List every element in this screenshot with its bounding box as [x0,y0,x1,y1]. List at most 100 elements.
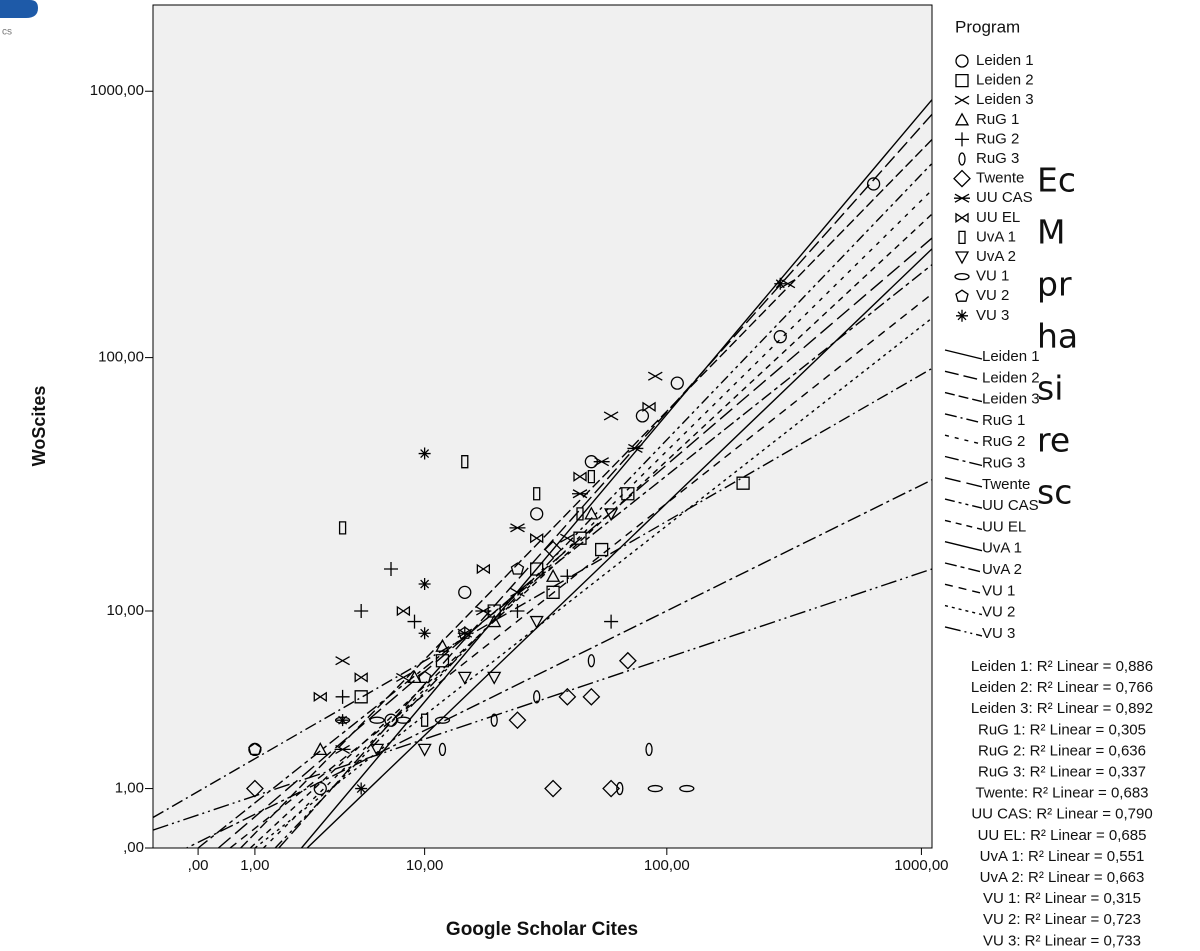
point [573,471,587,482]
point [476,563,491,575]
point [582,687,601,706]
legend-label: Leiden 2 [976,72,1034,89]
point [595,542,609,557]
point [487,614,502,628]
legend-line [944,413,983,424]
point [336,714,349,727]
legend-marker [955,289,969,302]
slide-text: pr [1037,265,1072,304]
legend-label: UvA 2 [976,248,1016,265]
fit-line [306,248,932,848]
legend-line [944,541,983,552]
r2-label: RuG 1: R² Linear = 0,305 [978,721,1146,738]
point [407,670,422,684]
x-tick-label: 1,00 [240,857,269,874]
point [335,656,350,666]
slide-text: Ec [1037,161,1076,200]
legend-label: UU EL [982,518,1026,535]
point [618,651,637,670]
r2-label: UU EL: R² Linear = 0,685 [978,827,1147,844]
point [420,713,429,727]
point [396,672,411,682]
point [647,784,663,793]
legend-label: RuG 3 [976,150,1019,167]
point [616,781,624,796]
legend-label: RuG 2 [976,130,1019,147]
point [679,784,695,793]
r2-label: Twente: R² Linear = 0,683 [975,785,1148,802]
legend-marker [955,132,969,147]
point [509,523,526,533]
legend-label: UvA 1 [982,540,1022,557]
point [530,532,544,544]
point [604,614,619,629]
point [545,568,561,582]
legend-line [944,477,983,488]
point [508,711,527,730]
legend-line [944,583,983,594]
point [457,671,472,685]
point [603,411,619,421]
point [635,409,650,423]
r2-label: Leiden 3: R² Linear = 0,892 [971,700,1153,717]
legend-label: UU EL [976,209,1020,226]
point [418,447,431,460]
legend-label: UvA 2 [982,561,1022,578]
point [642,401,656,413]
r2-label: RuG 3: R² Linear = 0,337 [978,763,1146,780]
slide-text: sc [1037,473,1072,512]
point [438,742,447,757]
point [355,782,368,795]
point [395,716,412,724]
legend-marker [954,193,970,203]
fit-line [153,367,932,819]
point [530,507,544,521]
legend-line [944,562,983,573]
legend-marker [958,152,966,166]
fit-line [254,317,932,848]
point [369,743,385,757]
point [584,506,599,520]
slide-text: M [1037,213,1065,252]
legend-label: VU 3 [982,625,1015,642]
point [560,533,575,543]
legend-marker [955,212,969,224]
point [434,716,451,724]
y-tick-label: 100,00 [98,349,144,366]
point [533,690,541,704]
point [533,487,541,501]
point [354,690,368,704]
plot-area [152,4,933,849]
point [384,561,399,576]
point [774,277,787,290]
point [487,604,501,618]
legend-label: RuG 1 [976,111,1019,128]
legend-marker [956,309,968,322]
point [487,671,502,685]
point [736,476,750,490]
legend-marker [954,95,970,105]
legend-label: Leiden 3 [976,91,1034,108]
point [573,531,587,545]
legend-label: VU 1 [976,268,1009,285]
point [417,670,432,684]
slide-text: si [1037,369,1063,408]
r2-label: VU 3: R² Linear = 0,733 [983,932,1141,949]
y-tick-label: 1000,00 [90,82,144,99]
point [572,489,589,499]
y-tick-label: 10,00 [106,602,144,619]
point [560,569,575,584]
point [773,330,787,344]
point [334,744,351,754]
r2-label: VU 1: R² Linear = 0,315 [983,890,1141,907]
point [587,469,596,484]
point [407,614,422,629]
point [604,508,619,522]
legend-label: VU 1 [982,582,1015,599]
r2-label: RuG 2: R² Linear = 0,636 [978,742,1146,759]
point [338,521,347,535]
point [510,603,525,618]
point [490,713,498,727]
point [627,443,644,453]
